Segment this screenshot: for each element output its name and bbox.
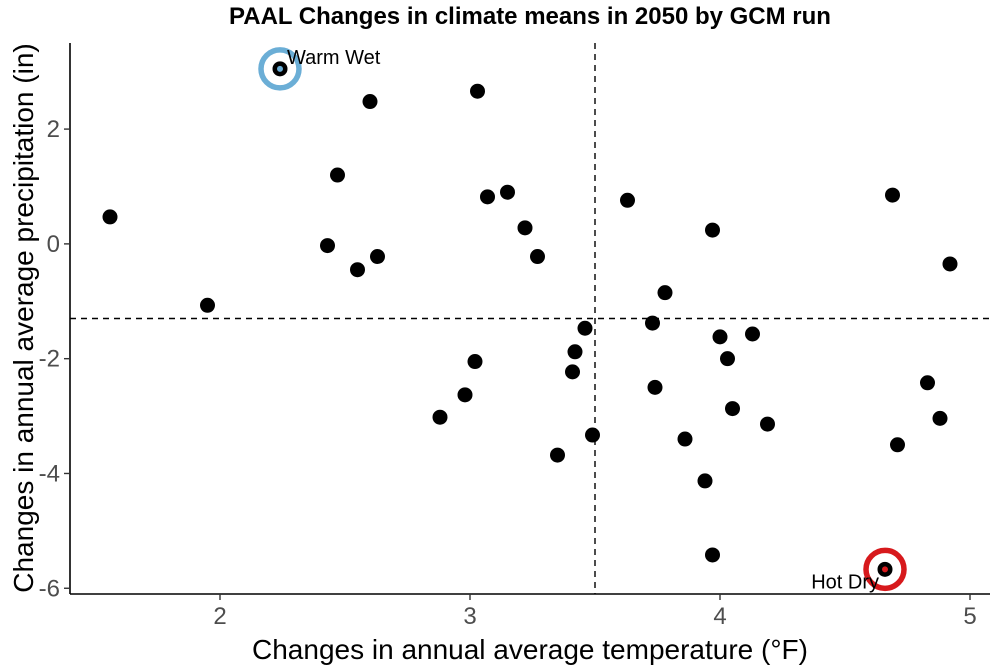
highlight-center	[882, 566, 888, 573]
data-point	[645, 315, 660, 331]
data-point	[517, 220, 533, 236]
data-point	[932, 410, 948, 426]
data-point	[467, 354, 483, 370]
data-point	[320, 238, 335, 254]
reference-lines	[70, 43, 990, 594]
y-tick-label: 0	[47, 231, 60, 258]
data-point	[500, 184, 515, 200]
data-point	[480, 189, 495, 205]
data-point	[677, 431, 693, 447]
x-tick-label: 4	[713, 603, 726, 630]
data-point	[942, 256, 958, 272]
data-point	[370, 249, 385, 265]
data-point	[470, 83, 485, 99]
data-point	[550, 447, 565, 463]
data-point	[647, 379, 663, 395]
data-point	[920, 375, 935, 391]
y-tick-label: 2	[47, 116, 60, 143]
highlight-ring	[258, 47, 302, 91]
data-point	[657, 285, 673, 301]
data-point	[725, 401, 740, 417]
data-point	[760, 416, 775, 432]
x-ticks: 2 3 4 5	[213, 594, 977, 630]
data-point	[530, 249, 545, 265]
chart-title: PAAL Changes in climate means in 2050 by…	[229, 3, 831, 30]
y-axis-label: Changes in annual average precipitation …	[8, 43, 39, 592]
x-tick-label: 3	[463, 603, 476, 630]
data-point	[362, 94, 378, 110]
y-tick-label: -6	[39, 575, 60, 602]
data-point	[712, 329, 728, 345]
highlight-ring	[863, 547, 907, 592]
highlight-label: Hot Dry	[811, 571, 879, 593]
data-point	[720, 351, 735, 367]
data-point	[350, 262, 365, 278]
data-point	[102, 209, 118, 225]
data-point	[567, 344, 583, 360]
data-point	[577, 320, 593, 336]
data-point	[745, 326, 760, 342]
highlight-center	[277, 65, 283, 72]
data-point	[890, 437, 905, 453]
data-point	[705, 547, 720, 563]
data-point	[705, 222, 720, 238]
y-tick-label: -2	[39, 346, 60, 373]
highlight-label: Warm Wet	[287, 47, 381, 69]
y-tick-label: -4	[39, 460, 60, 487]
x-tick-label: 5	[963, 603, 976, 630]
data-point	[585, 427, 600, 443]
data-point	[697, 473, 713, 489]
data-point	[457, 387, 473, 403]
x-tick-label: 2	[213, 603, 226, 630]
x-axis-label: Changes in annual average temperature (°…	[252, 634, 808, 665]
highlight-markers: Warm Wet Hot Dry	[258, 47, 907, 593]
data-point	[620, 192, 635, 208]
data-point	[330, 167, 345, 183]
data-point	[885, 187, 900, 203]
data-points	[102, 61, 958, 577]
data-point	[200, 297, 215, 313]
data-point	[565, 364, 580, 380]
y-ticks: 2 0 -2 -4 -6	[39, 116, 70, 602]
data-point	[432, 409, 448, 425]
